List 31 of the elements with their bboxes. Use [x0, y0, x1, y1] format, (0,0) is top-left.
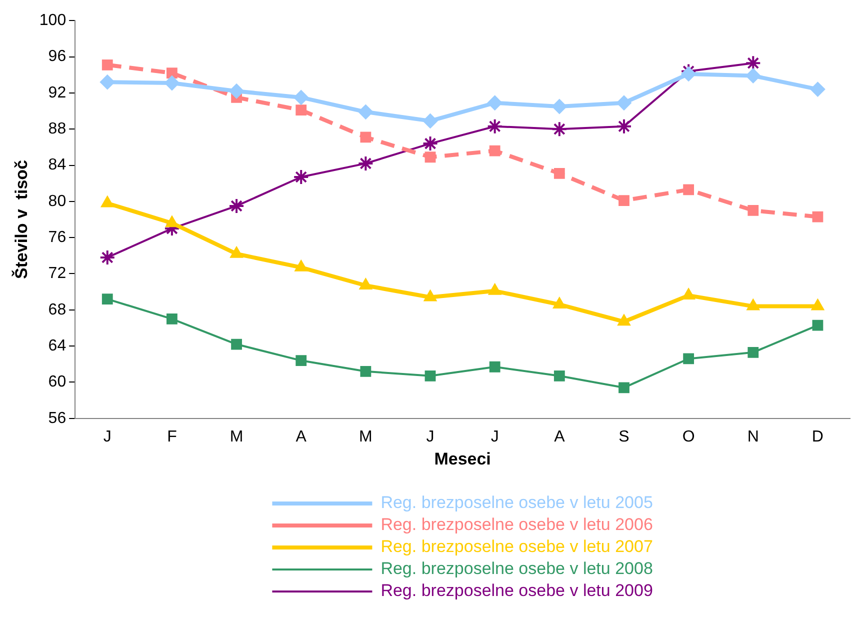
x-tick-label: J: [490, 428, 499, 446]
y-axis-title: Število v tisoč: [10, 160, 31, 280]
y-tick-label: 96: [48, 48, 66, 66]
x-axis-title: Meseci: [434, 449, 491, 468]
x-tick-label: M: [230, 428, 244, 446]
y-tick-label: 72: [48, 265, 66, 282]
y-tick-label: 68: [48, 301, 66, 318]
text: Reg. brezposelne osebe v letu 2005: [380, 493, 653, 512]
y-tick-label: 64: [48, 337, 66, 354]
y-tick-label: 76: [48, 228, 66, 246]
y-tick-label: 84: [48, 156, 66, 174]
y-tick-label: 60: [48, 374, 66, 391]
x-tick-label: N: [747, 428, 759, 446]
text: Reg. brezposelne osebe v letu 2007: [380, 537, 653, 556]
y-tick-label: 92: [48, 84, 66, 102]
x-tick-label: A: [554, 428, 566, 446]
text: Reg. brezposelne osebe v letu 2006: [380, 515, 653, 534]
y-tick-label: 56: [48, 410, 66, 427]
text: Reg. brezposelne osebe v letu 2009: [380, 581, 653, 600]
x-tick-label: O: [682, 428, 695, 446]
y-tick-label: 88: [48, 120, 66, 138]
x-tick-label: S: [618, 428, 630, 446]
y-tick-label: 80: [48, 192, 66, 210]
x-tick-label: F: [167, 428, 178, 446]
x-tick-label: J: [426, 428, 434, 446]
x-tick-label: M: [359, 428, 372, 446]
text: Reg. brezposelne osebe v letu 2008: [380, 559, 653, 578]
x-tick-label: J: [103, 428, 112, 446]
x-tick-label: D: [812, 428, 824, 446]
x-tick-label: A: [296, 428, 307, 446]
y-tick-label: 100: [39, 12, 66, 30]
